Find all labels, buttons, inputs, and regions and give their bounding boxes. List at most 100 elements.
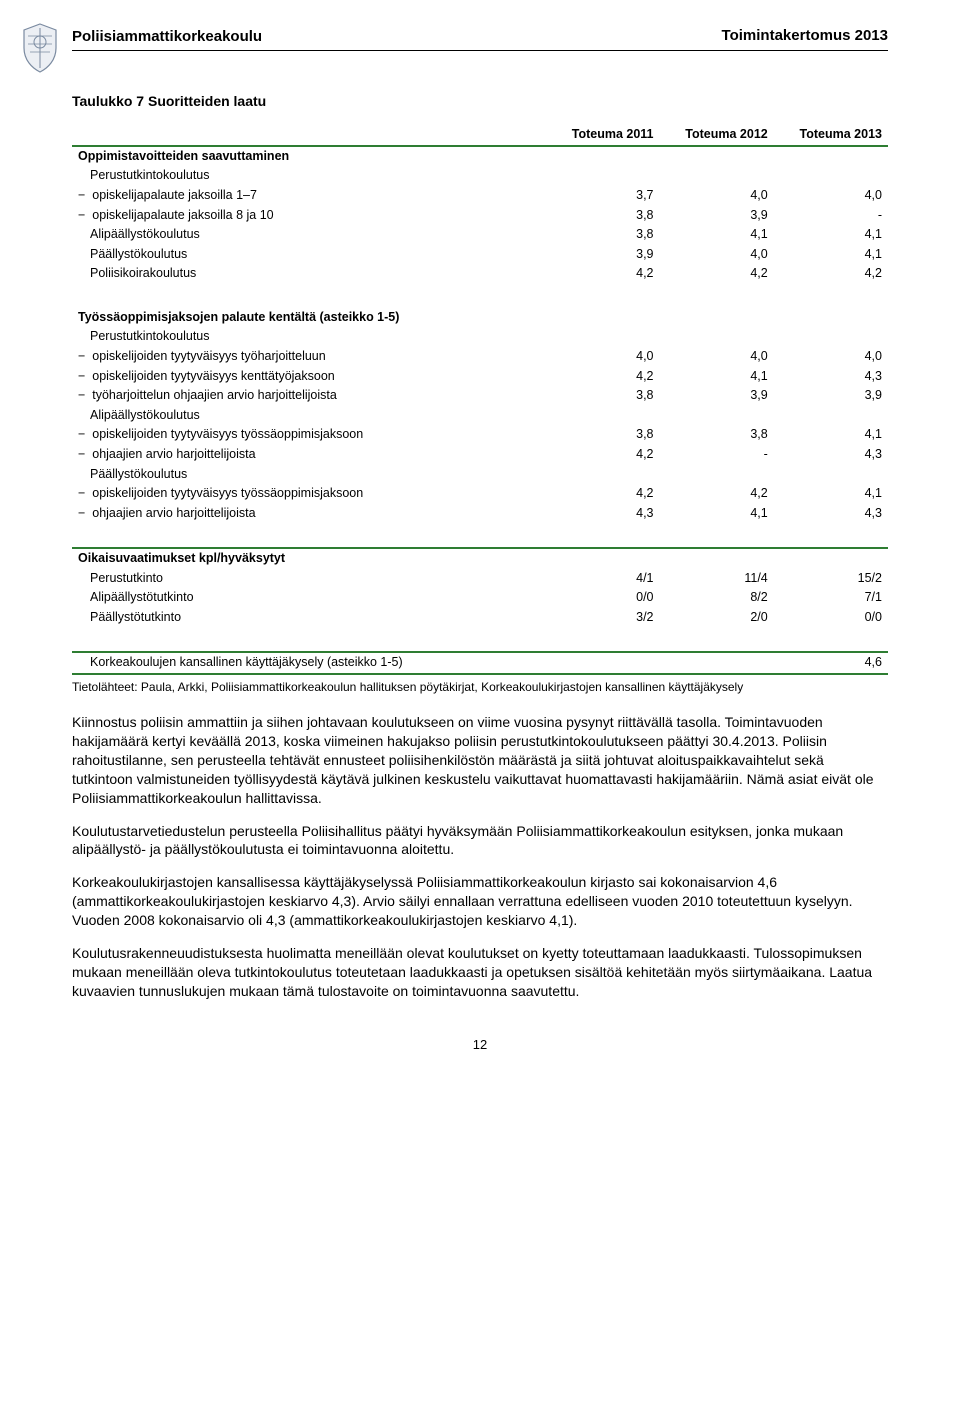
table-cell-value — [774, 308, 888, 328]
table-sources: Tietolähteet: Paula, Arkki, Poliisiammat… — [72, 679, 888, 695]
page-number: 12 — [72, 1037, 888, 1052]
table-cell-value — [660, 327, 774, 347]
paragraph: Kiinnostus poliisin ammattiin ja siihen … — [72, 713, 888, 807]
table-cell-value — [660, 308, 774, 328]
table-row: opiskelijapalaute jaksoilla 8 ja 103,83,… — [72, 206, 888, 226]
table-cell-value — [660, 652, 774, 674]
header-divider — [72, 50, 888, 51]
table-cell-value: 3,9 — [660, 206, 774, 226]
table-cell-value: 4,3 — [774, 367, 888, 387]
table-cell-label: opiskelijoiden tyytyväisyys kenttätyöjak… — [72, 367, 545, 387]
table-cell-value — [774, 166, 888, 186]
table-cell-value — [774, 327, 888, 347]
table-cell-label: ohjaajien arvio harjoittelijoista — [72, 504, 545, 524]
table-cell-value: 3,8 — [660, 425, 774, 445]
table-cell-label: opiskelijoiden tyytyväisyys työssäoppimi… — [72, 484, 545, 504]
table-cell-value: 4,3 — [545, 504, 659, 524]
table-cell-label: Alipäällystökoulutus — [72, 225, 545, 245]
table-cell-label: Oppimistavoitteiden saavuttaminen — [72, 146, 545, 167]
table-cell-value: 4/1 — [545, 569, 659, 589]
table-title: Taulukko 7 Suoritteiden laatu — [72, 93, 888, 109]
table-cell-value: 4,1 — [774, 245, 888, 265]
table-cell-value: 8/2 — [660, 588, 774, 608]
table-row: Poliisikoirakoulutus4,24,24,2 — [72, 264, 888, 284]
table-cell-value: 4,1 — [660, 367, 774, 387]
table-cell-value: 4,2 — [545, 484, 659, 504]
table-cell-value: 3,9 — [774, 386, 888, 406]
table-row: opiskelijapalaute jaksoilla 1–73,74,04,0 — [72, 186, 888, 206]
table-row: Työssäoppimisjaksojen palaute kentältä (… — [72, 308, 888, 328]
table-row: Päällystökoulutus3,94,04,1 — [72, 245, 888, 265]
table-cell-value — [774, 548, 888, 569]
table-cell-value: 7/1 — [774, 588, 888, 608]
table-row: Päällystötutkinto3/22/00/0 — [72, 608, 888, 628]
table-row: Oppimistavoitteiden saavuttaminen — [72, 146, 888, 167]
table-cell-value — [774, 465, 888, 485]
table-cell-label: opiskelijapalaute jaksoilla 1–7 — [72, 186, 545, 206]
table-cell-value: 4,0 — [774, 186, 888, 206]
table-cell-label: Päällystötutkinto — [72, 608, 545, 628]
table-cell-value: 2/0 — [660, 608, 774, 628]
table-cell-value: 3,8 — [545, 206, 659, 226]
table-row: Alipäällystötutkinto0/08/27/1 — [72, 588, 888, 608]
table-cell-value — [774, 146, 888, 167]
table-cell-value: 3,9 — [660, 386, 774, 406]
table-cell-value: 3,8 — [545, 225, 659, 245]
table-row: ohjaajien arvio harjoittelijoista4,34,14… — [72, 504, 888, 524]
table-row: Korkeakoulujen kansallinen käyttäjäkysel… — [72, 652, 888, 674]
table-row: työharjoittelun ohjaajien arvio harjoitt… — [72, 386, 888, 406]
table-row: opiskelijoiden tyytyväisyys kenttätyöjak… — [72, 367, 888, 387]
table-row: opiskelijoiden tyytyväisyys työssäoppimi… — [72, 484, 888, 504]
table-header-2012: Toteuma 2012 — [660, 125, 774, 146]
body-text: Kiinnostus poliisin ammattiin ja siihen … — [72, 713, 888, 1001]
table-row: Perustutkintokoulutus — [72, 327, 888, 347]
table-cell-value: 4,1 — [660, 504, 774, 524]
table-header-label — [72, 125, 545, 146]
paragraph: Koulutustarvetiedustelun perusteella Pol… — [72, 822, 888, 860]
table-cell-value: 4,2 — [660, 484, 774, 504]
table-cell-value: 3,8 — [545, 386, 659, 406]
table-row: Perustutkintokoulutus — [72, 166, 888, 186]
table-cell-label: ohjaajien arvio harjoittelijoista — [72, 445, 545, 465]
table-cell-value — [660, 548, 774, 569]
table-cell-value — [545, 465, 659, 485]
table-cell-value: 3,7 — [545, 186, 659, 206]
table-cell-value: 4,1 — [774, 225, 888, 245]
table-cell-value: 0/0 — [545, 588, 659, 608]
table-cell-label: opiskelijapalaute jaksoilla 8 ja 10 — [72, 206, 545, 226]
table-cell-value: - — [660, 445, 774, 465]
table-row: Oikaisuvaatimukset kpl/hyväksytyt — [72, 548, 888, 569]
table-row: opiskelijoiden tyytyväisyys työharjoitte… — [72, 347, 888, 367]
table-cell-value: 4,3 — [774, 445, 888, 465]
table-cell-value: 4,2 — [660, 264, 774, 284]
table-cell-value: 3,9 — [545, 245, 659, 265]
table-row — [72, 284, 888, 308]
paragraph: Koulutusrakenneuudistuksesta huolimatta … — [72, 944, 888, 1001]
table-cell-label: Oikaisuvaatimukset kpl/hyväksytyt — [72, 548, 545, 569]
table-row: Päällystökoulutus — [72, 465, 888, 485]
table-cell-value — [660, 146, 774, 167]
table-row: opiskelijoiden tyytyväisyys työssäoppimi… — [72, 425, 888, 445]
table-cell-value: 15/2 — [774, 569, 888, 589]
table-header-2011: Toteuma 2011 — [545, 125, 659, 146]
table-header-2013: Toteuma 2013 — [774, 125, 888, 146]
table-row: ohjaajien arvio harjoittelijoista4,2-4,3 — [72, 445, 888, 465]
paragraph: Korkeakoulukirjastojen kansallisessa käy… — [72, 873, 888, 930]
table-cell-value — [545, 146, 659, 167]
table-cell-value: 3,8 — [545, 425, 659, 445]
table-cell-value — [545, 652, 659, 674]
table-cell-value: 4,0 — [660, 245, 774, 265]
table-cell-value — [545, 548, 659, 569]
table-cell-value: 0/0 — [774, 608, 888, 628]
table-cell-value: 4,2 — [774, 264, 888, 284]
table-cell-value: 11/4 — [660, 569, 774, 589]
table-cell-value: - — [774, 206, 888, 226]
table-cell-value: 4,1 — [660, 225, 774, 245]
table-row — [72, 628, 888, 653]
table-cell-value — [660, 406, 774, 426]
table-cell-label: Perustutkintokoulutus — [72, 166, 545, 186]
table-cell-value: 4,0 — [545, 347, 659, 367]
table-cell-value: 4,0 — [774, 347, 888, 367]
table-row: Perustutkinto4/111/415/2 — [72, 569, 888, 589]
table-cell-label: opiskelijoiden tyytyväisyys työharjoitte… — [72, 347, 545, 367]
